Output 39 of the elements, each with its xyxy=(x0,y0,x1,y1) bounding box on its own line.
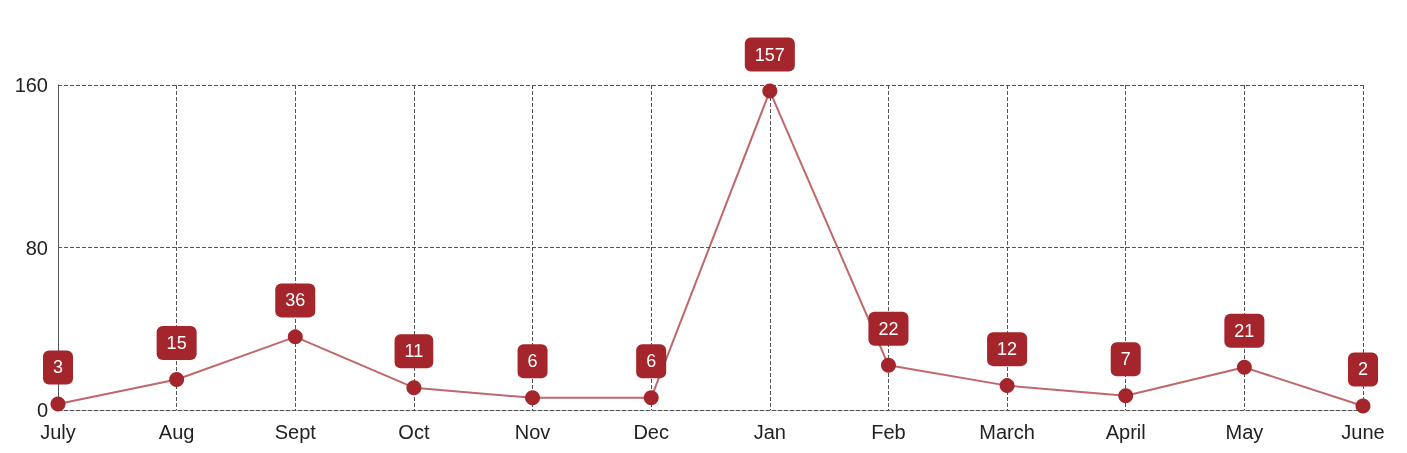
point xyxy=(643,390,659,406)
point xyxy=(762,83,778,99)
point xyxy=(525,390,541,406)
point xyxy=(880,357,896,373)
data-label: 15 xyxy=(166,333,187,354)
x-tick-label: July xyxy=(40,421,76,443)
point xyxy=(999,378,1015,394)
x-tick-label: Nov xyxy=(514,421,551,443)
data-label: 12 xyxy=(997,339,1018,360)
x-tick-label: Sept xyxy=(274,421,317,443)
x-tick-label: May xyxy=(1225,421,1264,443)
point xyxy=(50,396,66,412)
point xyxy=(169,372,185,388)
point xyxy=(1355,398,1371,414)
x-tick-label: Feb xyxy=(871,421,906,443)
data-label: 157 xyxy=(754,44,785,65)
point xyxy=(406,380,422,396)
data-label: 22 xyxy=(878,318,899,339)
x-tick-label: Jan xyxy=(753,421,786,443)
data-label: 11 xyxy=(404,341,424,362)
y-tick-label: 0 xyxy=(36,399,48,421)
x-tick-label: April xyxy=(1105,421,1146,443)
data-label: 21 xyxy=(1234,320,1255,341)
y-tick-label: 80 xyxy=(25,236,48,259)
data-label: 6 xyxy=(646,351,657,372)
data-label: 7 xyxy=(1120,349,1131,370)
x-tick-label: Dec xyxy=(633,421,669,443)
y-tick-label: 160 xyxy=(14,74,48,96)
data-label: 36 xyxy=(285,290,306,311)
data-label: 2 xyxy=(1357,359,1369,380)
data-label: 3 xyxy=(52,357,64,378)
data-label: 6 xyxy=(527,351,538,372)
x-tick-label: June xyxy=(1341,421,1385,443)
x-tick-label: Aug xyxy=(158,421,195,443)
point xyxy=(1236,359,1252,375)
x-tick-label: Oct xyxy=(398,421,430,443)
point xyxy=(1118,388,1134,404)
x-tick-label: March xyxy=(979,421,1035,443)
point xyxy=(287,329,303,345)
